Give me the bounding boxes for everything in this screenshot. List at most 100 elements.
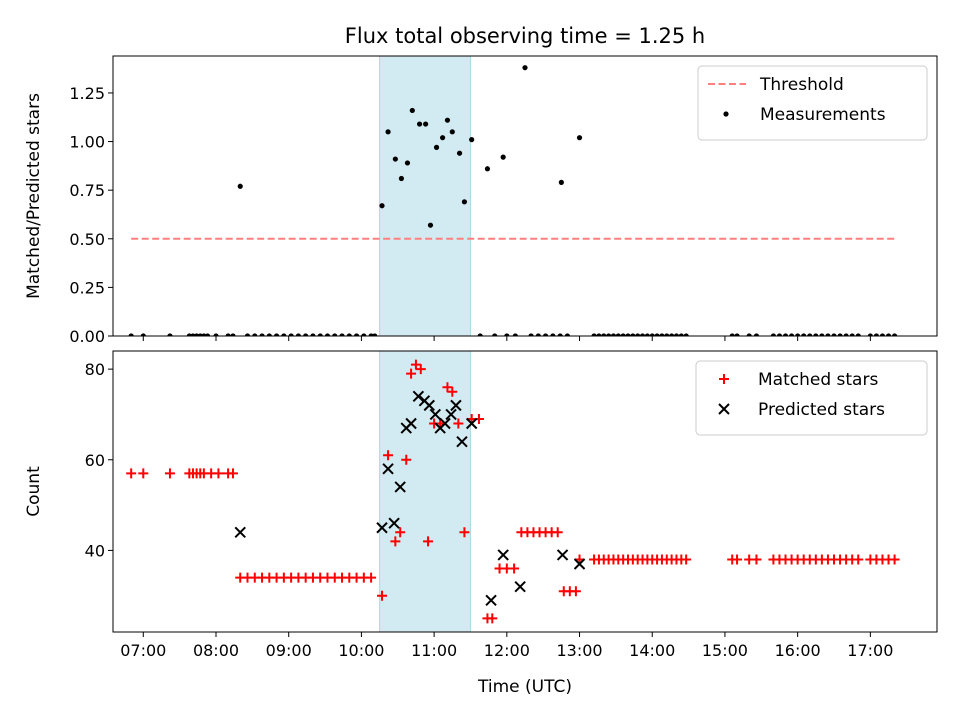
measurement-point <box>782 333 789 336</box>
measurement-point <box>409 107 415 114</box>
measurement-point <box>204 333 211 336</box>
bottom-panel: 40 60 80 07:00 08:00 09:00 10:00 11:00 12:00 13:0… <box>24 350 938 697</box>
measurement-point <box>440 135 446 141</box>
measurement-point <box>288 333 294 336</box>
measurement-point <box>596 333 602 336</box>
measurement-point <box>346 333 352 336</box>
measurement-point <box>385 129 391 135</box>
y-tick-label: 0.25 <box>69 278 105 297</box>
measurement-point <box>639 333 646 336</box>
matched-stars-point <box>459 527 470 538</box>
measurement-point <box>673 333 680 336</box>
y-tick-label: 0.00 <box>69 327 105 346</box>
matched-stars-point <box>390 536 401 547</box>
predicted-stars-point <box>412 390 425 403</box>
measurement-point <box>807 333 813 336</box>
predicted-stars-point <box>556 549 569 561</box>
measurement-point <box>456 150 463 156</box>
matched-stars-point <box>732 554 743 565</box>
matched-stars-point <box>383 450 394 461</box>
x-tick-label: 08:00 <box>193 641 239 660</box>
predicted-stars-point <box>382 463 394 475</box>
top-panel: 0.00 0.25 0.50 0.75 1.00 1.25 Matched/Predicte… <box>24 24 938 346</box>
matched-stars-point <box>415 364 426 375</box>
matched-stars-point <box>406 368 417 379</box>
measurement-point <box>891 333 898 336</box>
measurement-point <box>873 333 880 336</box>
measurement-point <box>615 333 621 336</box>
y-axis-label: Count <box>24 466 44 517</box>
measurement-point <box>427 222 434 228</box>
legend-label: Measurements <box>760 105 886 125</box>
axes-frame <box>112 350 938 633</box>
predicted-stars-point <box>234 526 246 538</box>
predicted-stars-point <box>514 580 526 593</box>
measurement-point <box>734 333 740 336</box>
measurement-point <box>433 144 440 150</box>
x-tick-label: 10:00 <box>338 641 384 660</box>
matched-stars-point <box>377 590 388 601</box>
measurement-point <box>295 333 301 336</box>
measurement-point <box>729 333 735 336</box>
measurement-point <box>237 183 243 189</box>
measurement-point <box>469 137 475 143</box>
measurement-point <box>557 333 563 336</box>
measurement-point <box>678 333 684 336</box>
y-tick-label: 0.75 <box>69 181 105 200</box>
measurement-point <box>776 333 783 336</box>
y-tick-label: 80 <box>85 360 105 379</box>
measurement-point <box>512 333 518 336</box>
measurement-point <box>683 333 689 336</box>
measurement-point <box>591 333 597 336</box>
measurement-point <box>550 333 556 336</box>
measurement-point <box>416 121 423 127</box>
legend-box <box>697 65 928 141</box>
measurement-point <box>669 333 675 336</box>
measurement-point <box>423 121 429 127</box>
measurement-point <box>606 333 612 336</box>
measurement-point <box>266 333 272 336</box>
matched-stars-point <box>126 468 137 479</box>
measurement-point <box>635 333 641 336</box>
measurement-point <box>825 333 831 336</box>
matched-stars-point <box>853 554 864 565</box>
y-tick-label: 0.50 <box>69 230 105 249</box>
measurement-point <box>492 333 498 336</box>
measurement-point <box>535 333 541 336</box>
measurement-point <box>801 333 807 336</box>
measurement-point <box>819 333 825 336</box>
matched-stars-point <box>447 386 458 397</box>
measurement-point <box>867 333 873 336</box>
measurement-point <box>564 333 571 336</box>
observing-window-span <box>379 56 471 336</box>
x-tick-label: 13:00 <box>556 641 602 660</box>
measurement-point <box>659 333 665 336</box>
predicted-stars-point <box>573 558 586 570</box>
measurement-point <box>213 333 219 336</box>
matched-stars-point <box>442 382 453 393</box>
matched-stars-point <box>453 418 464 429</box>
axes-frame <box>112 55 938 337</box>
measurement-point <box>664 333 670 336</box>
legend: Matched stars Predicted stars <box>695 360 928 436</box>
measurement-point <box>461 199 468 205</box>
measurement-point <box>504 333 510 336</box>
measurement-point <box>167 333 173 336</box>
legend-label: Matched stars <box>758 370 878 390</box>
y-tick-label: 60 <box>85 451 105 470</box>
measurement-point <box>831 333 837 336</box>
measurement-point <box>252 333 258 336</box>
measurement-point <box>543 333 549 336</box>
predicted-stars-point <box>485 594 497 606</box>
x-tick-label: 09:00 <box>266 641 312 660</box>
matched-stars-point <box>570 586 581 597</box>
measurement-point <box>610 333 617 336</box>
measurement-point <box>576 135 583 141</box>
measurement-point <box>795 333 801 336</box>
predicted-stars-point <box>439 417 451 430</box>
measurement-point <box>522 65 528 71</box>
measurement-point <box>630 333 636 336</box>
measurement-point <box>753 333 760 336</box>
predicted-stars-point <box>465 417 478 430</box>
